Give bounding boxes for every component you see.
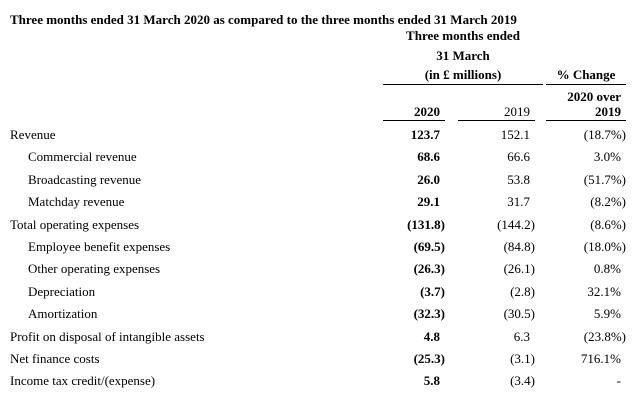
value-2019: 6.3 <box>513 328 530 344</box>
row-label: Total operating expenses <box>10 216 140 232</box>
value-2020: 68.6 <box>417 149 440 165</box>
value-2020: 123.7 <box>410 127 440 142</box>
table-row: Income tax credit/(expense) 5.8 (3.4) - <box>0 370 640 392</box>
value-2020: 29.1 <box>417 194 440 210</box>
row-label: Net finance costs <box>10 350 100 366</box>
value-2019: (3.4) <box>510 373 535 389</box>
value-2020: (131.8) <box>407 216 445 232</box>
value-2020: 26.0 <box>417 171 440 187</box>
pct-change: (8.2%) <box>590 194 626 210</box>
rule-under-2019 <box>458 120 535 121</box>
value-2020: (25.3) <box>413 350 445 366</box>
table-row: Net finance costs (25.3) (3.1) 716.1% <box>0 348 640 370</box>
value-2019: 31.7 <box>507 194 530 210</box>
pct-change: 32.1% <box>587 283 621 299</box>
table-row: Broadcasting revenue 26.0 53.8 (51.7%) <box>0 169 640 191</box>
rule-under-units <box>383 84 543 85</box>
column-group-header-line2: 31 March <box>436 48 490 63</box>
table-row: Revenue 123.7 152.1 (18.7%) <box>0 124 640 146</box>
value-2019: (84.8) <box>503 238 535 254</box>
pct-change: (18.7%) <box>583 127 626 142</box>
value-2020: 4.8 <box>423 328 440 344</box>
row-label: Income tax credit/(expense) <box>10 373 156 389</box>
rule-under-pct-year <box>546 120 626 121</box>
table-row: Other operating expenses (26.3) (26.1) 0.8% <box>0 258 640 280</box>
column-group-header-units: (in £ millions) <box>424 67 502 82</box>
value-2019: 152.1 <box>500 127 530 142</box>
value-2019: 53.8 <box>507 171 530 187</box>
column-group-header-line1: Three months ended <box>406 28 520 43</box>
pct-change: (18.0%) <box>583 238 626 254</box>
row-label: Depreciation <box>28 283 96 299</box>
value-2019: (26.1) <box>503 261 535 277</box>
table-row: Commercial revenue 68.6 66.6 3.0% <box>0 146 640 168</box>
row-label: Matchday revenue <box>28 194 125 210</box>
table-body: Revenue 123.7 152.1 (18.7%) Commercial reven… <box>0 124 640 393</box>
value-2020: (26.3) <box>413 261 445 277</box>
value-2019: 66.6 <box>507 149 530 165</box>
table-row: Profit on disposal of intangible assets 4… <box>0 326 640 348</box>
pct-change: (23.8%) <box>583 328 626 344</box>
table-row: Amortization (32.3) (30.5) 5.9% <box>0 303 640 325</box>
value-2019: (2.8) <box>510 283 535 299</box>
column-header-2019: 2019 <box>504 104 530 119</box>
pct-change: - <box>616 373 621 389</box>
pct-change: 0.8% <box>593 261 621 277</box>
pct-change-subheader: 2020 over <box>567 89 621 104</box>
rule-under-pct-change <box>546 84 626 85</box>
section-title: Three months ended 31 March 2020 as comp… <box>10 12 517 27</box>
rule-under-2020 <box>383 120 445 121</box>
value-2019: (144.2) <box>497 216 535 232</box>
row-label: Revenue <box>10 127 56 142</box>
column-header-2020: 2020 <box>414 104 440 119</box>
row-label: Other operating expenses <box>28 261 161 277</box>
value-2019: (30.5) <box>503 306 535 322</box>
row-label: Amortization <box>28 306 98 322</box>
pct-change: 3.0% <box>593 149 621 165</box>
row-label: Commercial revenue <box>28 149 137 165</box>
table-row: Matchday revenue 29.1 31.7 (8.2%) <box>0 191 640 213</box>
pct-change-header: % Change <box>556 67 616 82</box>
value-2019: (3.1) <box>510 350 535 366</box>
table-row: Employee benefit expenses (69.5) (84.8) (18… <box>0 236 640 258</box>
row-label: Profit on disposal of intangible assets <box>10 328 205 344</box>
pct-change-year-header: 2019 <box>595 104 621 119</box>
row-label: Employee benefit expenses <box>28 238 171 254</box>
table-row: Depreciation (3.7) (2.8) 32.1% <box>0 281 640 303</box>
value-2020: (3.7) <box>420 283 445 299</box>
value-2020: 5.8 <box>423 373 440 389</box>
pct-change: 716.1% <box>580 350 621 366</box>
pct-change: 5.9% <box>593 306 621 322</box>
pct-change: (51.7%) <box>583 171 626 187</box>
value-2020: (32.3) <box>413 306 445 322</box>
pct-change: (8.6%) <box>590 216 626 232</box>
table-row: Total operating expenses (131.8) (144.2) (8… <box>0 214 640 236</box>
row-label: Broadcasting revenue <box>28 171 141 187</box>
value-2020: (69.5) <box>413 238 445 254</box>
